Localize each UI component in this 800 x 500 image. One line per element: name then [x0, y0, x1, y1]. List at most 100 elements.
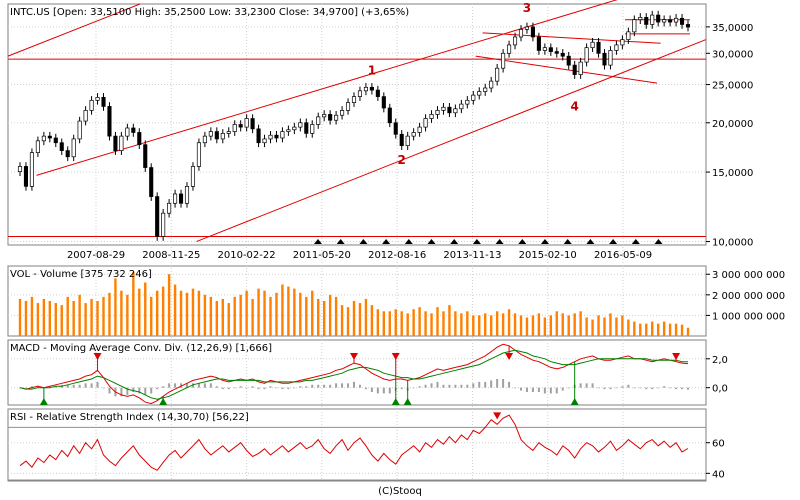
volume-bar [287, 286, 290, 336]
volume-bar [30, 296, 34, 336]
rsi-sell-signal-icon [493, 412, 502, 420]
volume-bar [150, 296, 153, 336]
macd-histogram-bar [669, 387, 672, 389]
macd-histogram-bar [591, 383, 594, 388]
chart-labels: INTC.US [Open: 33,5100 High: 35,2500 Low… [10, 1, 785, 480]
volume-bar [674, 323, 678, 336]
volume-bar [668, 323, 672, 336]
macd-histogram-bar [353, 381, 355, 388]
wave-marker-label: 2 [398, 153, 406, 167]
candle-up [471, 94, 476, 101]
volume-bar [96, 301, 99, 336]
macd-histogram-bar [358, 384, 361, 388]
macd-histogram-bar [442, 384, 445, 388]
y-tick-label: 2 000 000 000 [712, 291, 785, 302]
volume-bar [155, 290, 159, 336]
candle-down [560, 52, 565, 57]
candle-up [363, 86, 368, 92]
macd-histogram-bar [287, 387, 290, 390]
candle-up [542, 47, 547, 51]
candle-down [47, 135, 52, 139]
volume-bar [346, 307, 350, 336]
volume-bar [138, 288, 141, 336]
macd-histogram-bar [514, 387, 517, 389]
sell-signal-icon [350, 353, 358, 360]
x-tick-label: 2008-11-25 [142, 250, 200, 261]
macd-histogram-bar [460, 384, 463, 388]
candle-up [125, 127, 130, 137]
macd-histogram-bar [269, 386, 272, 388]
volume-bar [84, 303, 87, 336]
candle-down [375, 89, 380, 97]
signal-triangle-icon [472, 239, 481, 244]
volume-bar [662, 321, 666, 336]
candle-up [578, 61, 583, 75]
macd-histogram-bar [108, 387, 111, 394]
macd-histogram-bar [335, 383, 338, 388]
macd-histogram-bar [603, 387, 606, 390]
macd-histogram-bar [663, 386, 666, 388]
macd-histogram-bar [245, 387, 248, 389]
macd-histogram-bar [24, 387, 27, 389]
macd-histogram-bar [168, 383, 171, 388]
long-trend-line [7, 3, 141, 57]
macd-histogram-bar [472, 383, 475, 388]
volume-bar [36, 303, 40, 336]
x-tick-label: 2015-02-10 [519, 250, 577, 261]
candle-down [214, 131, 219, 140]
volume-bar [525, 317, 529, 336]
volume-bar [406, 313, 409, 336]
volume-bar [78, 294, 81, 336]
volume-bar [251, 298, 254, 336]
macd-histogram-bar [239, 386, 242, 388]
candle-up [345, 102, 351, 111]
candle-up [650, 14, 655, 25]
volume-bar [603, 317, 606, 336]
candle-up [518, 28, 524, 38]
macd-histogram-bar [329, 384, 332, 388]
candle-down [685, 24, 691, 28]
volume-bar [376, 309, 380, 336]
signal-triangle-icon [314, 239, 322, 244]
macd-histogram-bar [370, 387, 373, 392]
candle-down [554, 51, 559, 54]
candle-up [17, 166, 23, 173]
y-tick-label: 1 000 000 000 [712, 311, 785, 322]
wave-marker-label: 4 [570, 99, 578, 113]
volume-bar [430, 313, 433, 336]
macd-histogram-bar [525, 387, 528, 392]
candle-up [501, 52, 506, 69]
candle-up [411, 132, 416, 137]
candle-up [614, 44, 619, 51]
macd-histogram-bar [615, 387, 618, 389]
candle-up [453, 108, 458, 114]
candle-down [250, 118, 255, 130]
candle-up [429, 114, 434, 119]
volume-bar [489, 315, 493, 336]
macd-histogram-bar [227, 387, 230, 390]
candle-down [155, 196, 160, 237]
macd-histogram-bar [138, 387, 141, 394]
volume-bar [478, 315, 481, 336]
volume-bar [227, 303, 230, 336]
macd-histogram-bar [561, 387, 564, 391]
volume-bar [317, 298, 320, 336]
volume-bar [108, 292, 111, 336]
candle-up [41, 135, 46, 142]
credit-text: (C)Stooq [378, 486, 422, 497]
macd-histogram-bar [156, 387, 159, 390]
signal-triangle-icon [518, 239, 527, 244]
candle-up [292, 126, 297, 131]
signal-triangle-icon [609, 239, 618, 244]
macd-histogram-bar [376, 387, 379, 394]
volume-bar [531, 315, 535, 336]
candle-down [53, 137, 58, 144]
volume-bar [66, 296, 69, 336]
candle-up [244, 118, 249, 128]
macd-histogram-bar [150, 387, 153, 394]
candle-up [220, 133, 225, 140]
candle-down [596, 41, 601, 54]
macd-histogram-bar [448, 384, 451, 388]
macd-histogram-bar [347, 383, 350, 388]
